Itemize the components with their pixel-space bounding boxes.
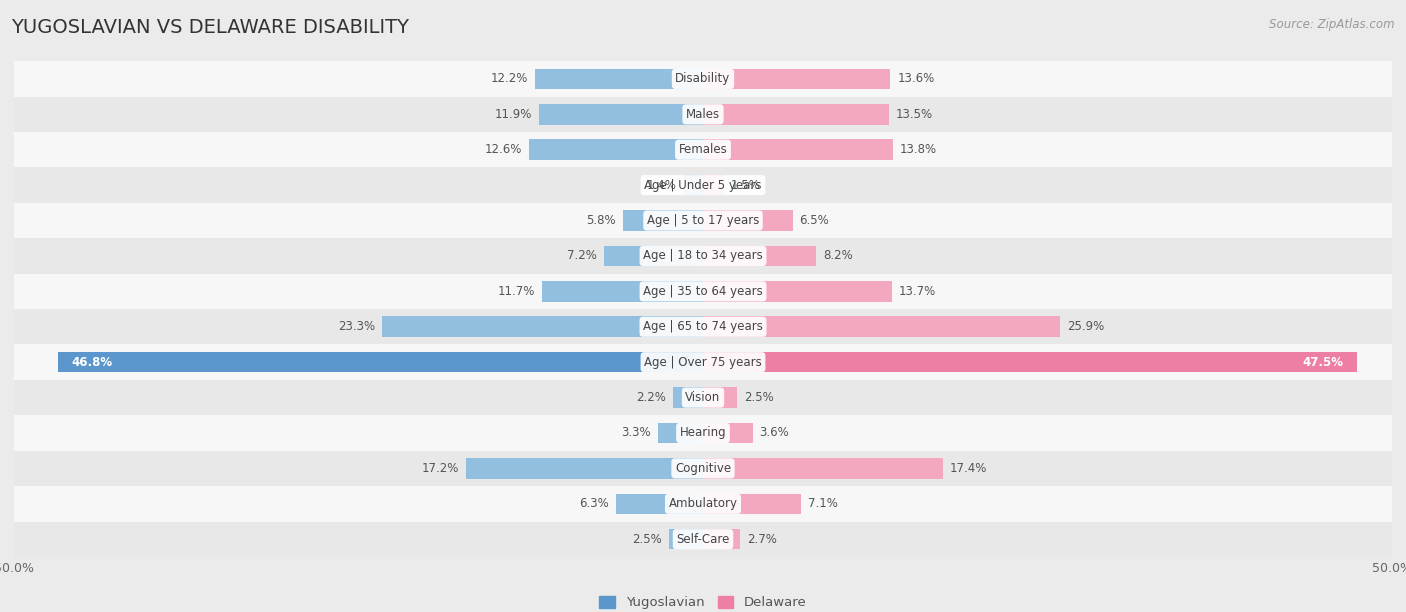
Bar [14, 274, 1392, 309]
Text: 8.2%: 8.2% [823, 250, 852, 263]
Text: 46.8%: 46.8% [72, 356, 112, 368]
Bar [703, 104, 889, 125]
Text: 2.7%: 2.7% [747, 532, 778, 546]
Text: Age | Under 5 years: Age | Under 5 years [644, 179, 762, 192]
Bar [14, 168, 1392, 203]
Bar [703, 387, 738, 408]
Text: 2.5%: 2.5% [744, 391, 775, 404]
Bar [703, 529, 740, 550]
Bar [14, 61, 1392, 97]
Bar [703, 352, 1358, 373]
Bar [616, 493, 703, 514]
Text: 3.6%: 3.6% [759, 427, 789, 439]
Bar [530, 140, 703, 160]
Bar [382, 316, 703, 337]
Text: 6.3%: 6.3% [579, 498, 609, 510]
Bar [14, 486, 1392, 521]
Text: Source: ZipAtlas.com: Source: ZipAtlas.com [1270, 18, 1395, 31]
Bar [703, 140, 893, 160]
Bar [658, 423, 703, 443]
Text: Disability: Disability [675, 72, 731, 86]
Text: 1.5%: 1.5% [731, 179, 761, 192]
Bar [603, 245, 703, 266]
Text: 13.6%: 13.6% [897, 72, 935, 86]
Text: Age | 65 to 74 years: Age | 65 to 74 years [643, 320, 763, 334]
Text: 3.3%: 3.3% [621, 427, 651, 439]
Text: 25.9%: 25.9% [1067, 320, 1104, 334]
Bar [703, 316, 1060, 337]
Text: Females: Females [679, 143, 727, 156]
Text: 11.7%: 11.7% [498, 285, 534, 298]
Text: Ambulatory: Ambulatory [668, 498, 738, 510]
Bar [14, 203, 1392, 238]
Text: 7.1%: 7.1% [807, 498, 838, 510]
Bar [623, 211, 703, 231]
Text: 7.2%: 7.2% [567, 250, 598, 263]
Text: 17.4%: 17.4% [949, 462, 987, 475]
Text: Self-Care: Self-Care [676, 532, 730, 546]
Text: 2.5%: 2.5% [631, 532, 662, 546]
Bar [703, 175, 724, 195]
Text: 5.8%: 5.8% [586, 214, 616, 227]
Text: 23.3%: 23.3% [337, 320, 375, 334]
Text: 13.8%: 13.8% [900, 143, 938, 156]
Bar [703, 69, 890, 89]
Bar [683, 175, 703, 195]
Bar [703, 423, 752, 443]
Bar [14, 521, 1392, 557]
Bar [672, 387, 703, 408]
Text: Age | 35 to 64 years: Age | 35 to 64 years [643, 285, 763, 298]
Text: YUGOSLAVIAN VS DELAWARE DISABILITY: YUGOSLAVIAN VS DELAWARE DISABILITY [11, 18, 409, 37]
Bar [14, 309, 1392, 345]
Text: Hearing: Hearing [679, 427, 727, 439]
Bar [14, 416, 1392, 450]
Text: 12.6%: 12.6% [485, 143, 523, 156]
Bar [14, 380, 1392, 416]
Text: Males: Males [686, 108, 720, 121]
Text: Cognitive: Cognitive [675, 462, 731, 475]
Text: Vision: Vision [685, 391, 721, 404]
Text: 1.4%: 1.4% [647, 179, 676, 192]
Text: 17.2%: 17.2% [422, 462, 460, 475]
Text: 6.5%: 6.5% [800, 214, 830, 227]
Text: 11.9%: 11.9% [495, 108, 531, 121]
Text: Age | 18 to 34 years: Age | 18 to 34 years [643, 250, 763, 263]
Text: 13.7%: 13.7% [898, 285, 936, 298]
Bar [703, 281, 891, 302]
Text: Age | 5 to 17 years: Age | 5 to 17 years [647, 214, 759, 227]
Bar [14, 345, 1392, 380]
Bar [669, 529, 703, 550]
Bar [703, 493, 801, 514]
Bar [58, 352, 703, 373]
Bar [14, 97, 1392, 132]
Bar [703, 458, 943, 479]
Text: 13.5%: 13.5% [896, 108, 934, 121]
Bar [541, 281, 703, 302]
Bar [14, 450, 1392, 486]
Bar [703, 245, 815, 266]
Text: 47.5%: 47.5% [1303, 356, 1344, 368]
Text: 12.2%: 12.2% [491, 72, 529, 86]
Bar [703, 211, 793, 231]
Legend: Yugoslavian, Delaware: Yugoslavian, Delaware [595, 591, 811, 612]
Text: Age | Over 75 years: Age | Over 75 years [644, 356, 762, 368]
Text: 2.2%: 2.2% [636, 391, 666, 404]
Bar [465, 458, 703, 479]
Bar [14, 132, 1392, 168]
Bar [14, 238, 1392, 274]
Bar [538, 104, 703, 125]
Bar [534, 69, 703, 89]
